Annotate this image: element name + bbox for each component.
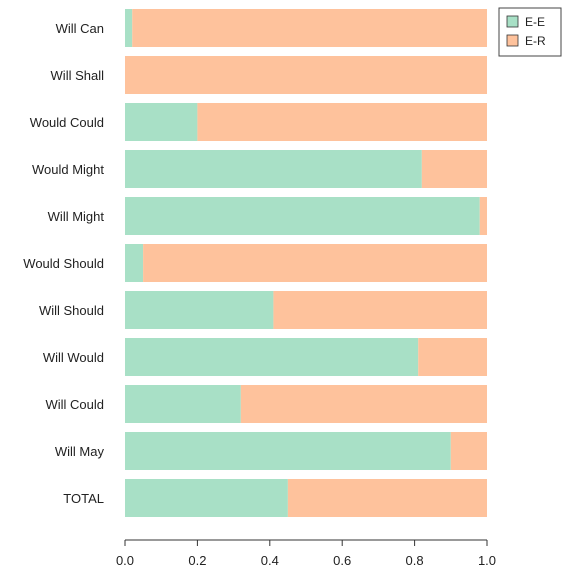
bar-segment-e-e-3 [125,150,422,188]
legend-label-e-r: E-R [525,34,546,48]
x-tick-label: 0.4 [261,553,279,568]
bar-segment-e-r-0 [132,9,488,47]
category-label: Will May [55,444,105,459]
legend-label-e-e: E-E [525,15,545,29]
bar-segment-e-r-1 [125,56,487,94]
category-labels: Will Can Will Shall Would Could Would Might… [23,21,104,506]
bar-segment-e-r-7 [418,338,487,376]
bar-segment-e-r-10 [287,479,487,517]
bar-segment-e-e-7 [125,338,419,376]
bar-segment-e-r-4 [479,197,487,235]
x-axis: 0.0 0.2 0.4 0.6 0.8 1.0 [116,539,496,568]
bar-segment-e-e-10 [125,479,288,517]
legend-swatch-e-e [506,15,519,28]
legend-box [498,7,562,57]
x-tick-label: 0.6 [333,553,351,568]
category-label: Will Shall [51,68,105,83]
bar-segment-e-e-9 [125,432,451,470]
bar-segment-e-r-3 [421,150,487,188]
category-label: Would Might [32,162,104,177]
category-label: Will Should [39,303,104,318]
bar-segment-e-r-6 [273,291,487,329]
bars-group [125,9,488,517]
bar-segment-e-r-5 [143,244,487,282]
bar-segment-e-r-8 [240,385,487,423]
category-label: Would Should [23,256,104,271]
bar-segment-e-r-9 [450,432,487,470]
x-tick-label: 0.8 [406,553,424,568]
bar-segment-e-e-0 [125,9,133,47]
category-label: TOTAL [63,491,104,506]
x-tick-label: 0.2 [188,553,206,568]
x-tick-label: 1.0 [478,553,496,568]
category-label: Would Could [30,115,104,130]
x-tick-label: 0.0 [116,553,134,568]
category-label: Will Would [43,350,104,365]
bar-segment-e-r-2 [197,103,487,141]
category-label: Will Can [56,21,104,36]
bar-segment-e-e-5 [125,244,144,282]
category-label: Will Might [48,209,105,224]
bar-segment-e-e-8 [125,385,241,423]
legend-swatch-e-r [506,34,519,47]
legend: E-E E-R [498,7,562,57]
bar-segment-e-e-4 [125,197,480,235]
bar-segment-e-e-6 [125,291,274,329]
bar-segment-e-e-2 [125,103,198,141]
category-label: Will Could [45,397,104,412]
